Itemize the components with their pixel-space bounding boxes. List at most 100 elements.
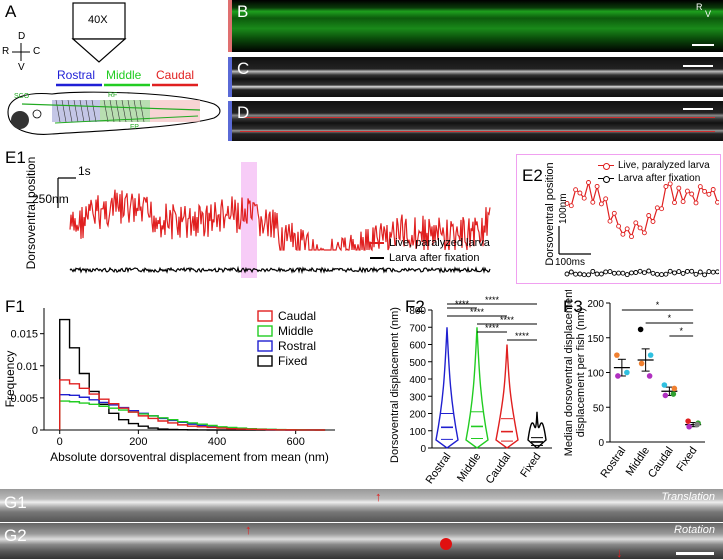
- e2-fixed-point: [598, 271, 604, 277]
- e2-fixed-point: [573, 271, 579, 277]
- e2-fixed-point: [663, 271, 669, 277]
- f2-y-tick-label: 800: [409, 306, 426, 317]
- e2-live-point: [598, 201, 604, 207]
- f3-point: [624, 369, 630, 376]
- e2-live-point: [654, 205, 660, 211]
- e2-live-point: [564, 200, 570, 206]
- larva-icon: [7, 91, 221, 135]
- e2-fixed-point: [672, 270, 677, 276]
- f1-y-tick-label: 0.005: [10, 393, 38, 405]
- micrograph-b-side-bar: [228, 0, 232, 52]
- e1-scale-dist-label: 250nm: [32, 192, 69, 206]
- e2-live-point: [663, 184, 669, 189]
- f3-sig-label: *: [656, 300, 660, 310]
- e2-live-point: [624, 226, 630, 232]
- e2-live-point: [577, 190, 583, 196]
- axis-v: V: [18, 62, 25, 73]
- panel-label-a: A: [5, 2, 17, 21]
- e2-legend-fixed: Larva after fixation: [598, 173, 710, 184]
- e2-fixed-point: [586, 272, 591, 278]
- e2-fixed-point: [676, 269, 682, 275]
- f2-violin-caudal: [495, 344, 519, 449]
- f1-ylabel: Frequency: [3, 351, 17, 408]
- micrograph-c: [232, 57, 723, 97]
- e2-fixed-point: [581, 272, 587, 278]
- e2-live-point: [680, 199, 686, 205]
- e2-fixed-point: [646, 268, 652, 274]
- e2-fixed-point: [620, 270, 626, 276]
- e2-live-point: [715, 199, 719, 205]
- f2-sig-label: ****: [485, 295, 500, 305]
- e2-live-point: [684, 188, 690, 194]
- region-label-rostral: Rostral: [57, 68, 96, 82]
- micrograph-b: [232, 0, 723, 52]
- f3-point: [646, 373, 653, 379]
- panel-label-d: D: [237, 103, 250, 122]
- axis-r: R: [2, 46, 10, 57]
- objective-icon: [71, 2, 127, 63]
- f1-legend-swatch-middle: [257, 325, 273, 337]
- g1-tag: Translation: [661, 491, 715, 503]
- f2-sig-label: ****: [515, 331, 530, 341]
- f2-x-label-middle: Middle: [455, 451, 483, 484]
- panel-label-b: B: [237, 2, 249, 21]
- f3-sig-label: *: [668, 313, 672, 323]
- e2-fixed-point: [702, 272, 708, 278]
- micrograph-g1: [0, 489, 723, 522]
- g2-dot-icon: [440, 538, 452, 550]
- e2-fixed-point: [659, 272, 665, 278]
- f3-point: [671, 385, 678, 392]
- f2-sig-label: ****: [500, 315, 515, 325]
- f2-y-tick-label: 200: [409, 410, 426, 421]
- f1-y-tick-label: 0.01: [17, 361, 38, 373]
- f1-legend-swatch-caudal: [257, 310, 273, 322]
- panel-label-g1: G1: [4, 493, 27, 512]
- micrograph-g2: [0, 523, 723, 559]
- e2-live-point: [568, 203, 574, 209]
- e2-live-point: [594, 183, 600, 189]
- f2-y-tick-label: 500: [409, 358, 426, 369]
- f2-y-tick-label: 600: [409, 341, 426, 352]
- scale-bar-d: [683, 108, 713, 110]
- micrograph-d-side-bar: [228, 101, 232, 141]
- f2-y-tick-label: 400: [409, 375, 426, 386]
- orient-r: R: [696, 2, 703, 12]
- e2-fixed-point: [590, 268, 596, 274]
- e2-fixed-point: [568, 269, 574, 275]
- f1-legend-label-caudal: Caudal: [278, 309, 316, 323]
- e2-live-point: [637, 225, 643, 231]
- e2-legend: Live, paralyzed larva Larva after fixati…: [598, 160, 710, 184]
- panel-label-e2: E2: [522, 166, 543, 185]
- e2-fixed-point: [697, 269, 703, 275]
- panel-label-f2: F2: [405, 297, 425, 316]
- e2-live-point: [702, 188, 708, 194]
- e1-trace-plot: [57, 162, 491, 278]
- f1-legend-label-fixed: Fixed: [278, 354, 307, 368]
- f3-point: [686, 423, 692, 430]
- f2-y-tick-label: 700: [409, 323, 426, 334]
- f1-series-caudal: [59, 379, 326, 431]
- f3-point: [614, 352, 620, 358]
- f3-sig-label: *: [679, 326, 683, 336]
- f3-y-tick-label: 200: [587, 299, 604, 310]
- micrograph-c-side-bar: [228, 57, 232, 97]
- e2-fixed-point: [564, 271, 570, 277]
- f3-y-tick-label: 150: [587, 334, 604, 345]
- e2-fixed-point: [637, 268, 643, 274]
- e2-fixed-point: [650, 270, 656, 276]
- e2-frame: [516, 154, 721, 284]
- charts-f: 0 200 400 600 0 0.005 0.01 0.015 Absolute dorsov…: [3, 290, 705, 486]
- e2-fixed-point: [577, 271, 583, 277]
- f3-y-tick-label: 0: [598, 438, 604, 449]
- g2-tag: Rotation: [674, 524, 715, 536]
- e1-legend-fixed-label: Larva after fixation: [389, 252, 480, 264]
- trace-line-d-2: [240, 131, 715, 132]
- e2-live-point: [659, 206, 665, 212]
- scale-bar-g: [676, 552, 714, 555]
- f1-legend-label-rostral: Rostral: [278, 339, 316, 353]
- f2-x-label-caudal: Caudal: [484, 451, 514, 486]
- f2-violin-fixed: [527, 411, 547, 449]
- e2-live-point: [573, 187, 579, 193]
- panel-label-c: C: [237, 59, 250, 78]
- f1-y-tick-label: 0.015: [10, 329, 38, 341]
